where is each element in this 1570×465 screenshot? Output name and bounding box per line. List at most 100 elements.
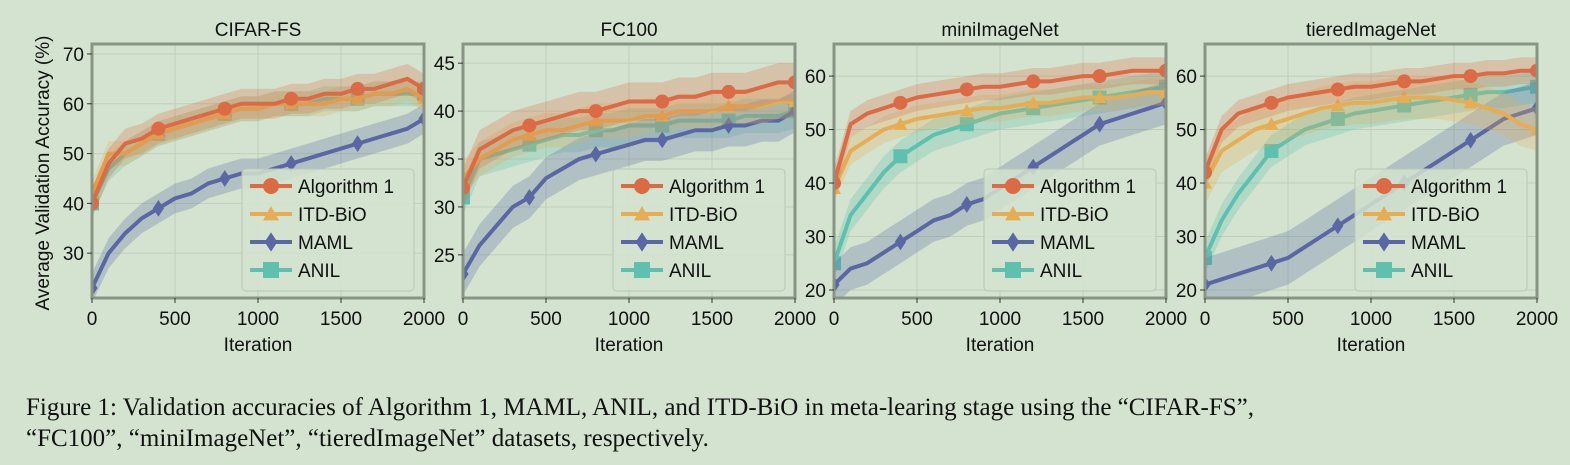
confidence-band bbox=[1205, 57, 1537, 186]
data-point-marker bbox=[788, 94, 795, 108]
y-tick-label: 70 bbox=[63, 45, 84, 66]
x-tick-label: 2000 bbox=[1516, 309, 1558, 330]
y-axis-label: Average Validation Accuracy (%) bbox=[33, 36, 54, 311]
y-tick-label: 40 bbox=[434, 102, 455, 123]
data-point-marker bbox=[1330, 82, 1345, 97]
y-tick-label: 35 bbox=[434, 150, 455, 171]
data-point-marker bbox=[522, 118, 537, 133]
confidence-band bbox=[463, 93, 795, 215]
confidence-band bbox=[834, 57, 1166, 197]
legend-swatch-marker bbox=[635, 232, 649, 252]
y-tick-label: 30 bbox=[805, 228, 826, 249]
x-axis-label: Iteration bbox=[1337, 335, 1406, 356]
legend-swatch-marker bbox=[1005, 206, 1021, 221]
panel-title: tieredImageNet bbox=[1306, 20, 1437, 41]
confidence-band bbox=[92, 76, 424, 206]
legend-swatch-marker bbox=[1006, 232, 1020, 252]
legend-label: ITD-BiO bbox=[1411, 205, 1480, 226]
x-tick-label: 1000 bbox=[979, 309, 1021, 330]
x-tick-label: 0 bbox=[1200, 309, 1211, 330]
data-point-marker bbox=[522, 128, 537, 141]
x-tick-label: 2000 bbox=[403, 309, 445, 330]
y-tick-label: 50 bbox=[805, 121, 826, 142]
series-itd-bio bbox=[834, 78, 1166, 202]
legend: Algorithm 1 ITD-BiO MAML ANIL bbox=[1354, 168, 1528, 292]
legend-swatch-marker bbox=[263, 178, 279, 194]
x-axis-label: Iteration bbox=[595, 335, 664, 356]
series-line bbox=[834, 68, 1166, 184]
data-point-marker bbox=[1463, 95, 1478, 109]
confidence-band bbox=[92, 63, 424, 219]
x-axis-label: Iteration bbox=[224, 335, 293, 356]
series-line bbox=[1205, 95, 1537, 184]
confidence-band bbox=[463, 63, 795, 207]
data-point-marker bbox=[1205, 250, 1212, 265]
series-line bbox=[834, 90, 1166, 190]
confidence-band bbox=[834, 78, 1166, 202]
confidence-band bbox=[92, 103, 424, 298]
x-tick-label: 500 bbox=[530, 309, 562, 330]
data-point-marker bbox=[417, 81, 424, 96]
series-line bbox=[92, 76, 424, 205]
data-point-marker bbox=[1264, 117, 1279, 130]
data-point-marker bbox=[1264, 95, 1279, 110]
data-point-marker bbox=[217, 101, 232, 116]
data-point-marker bbox=[1463, 69, 1478, 84]
y-tick-label: 25 bbox=[434, 246, 455, 267]
legend-swatch-marker bbox=[1376, 206, 1392, 221]
data-point-marker bbox=[588, 123, 603, 138]
data-point-marker bbox=[894, 233, 906, 251]
x-tick-label: 1000 bbox=[608, 309, 650, 330]
data-point-marker bbox=[1332, 217, 1344, 235]
series-algorithm-1 bbox=[834, 57, 1166, 197]
figure-caption: Figure 1: Validation accuracies of Algor… bbox=[26, 392, 1546, 454]
data-point-marker bbox=[788, 75, 795, 90]
confidence-band bbox=[463, 90, 795, 296]
data-point-marker bbox=[1205, 176, 1212, 189]
data-point-marker bbox=[655, 118, 670, 133]
y-tick-label: 60 bbox=[805, 67, 826, 88]
data-point-marker bbox=[1463, 87, 1478, 102]
data-point-marker bbox=[1330, 98, 1345, 112]
x-tick-label: 500 bbox=[1272, 309, 1304, 330]
data-point-marker bbox=[284, 91, 299, 106]
legend-swatch-marker bbox=[1376, 178, 1392, 194]
data-point-marker bbox=[463, 190, 470, 205]
data-point-marker bbox=[151, 121, 166, 136]
legend-box bbox=[241, 168, 415, 292]
data-point-marker bbox=[92, 196, 99, 211]
legend-swatch-marker bbox=[264, 232, 278, 252]
y-tick-label: 45 bbox=[434, 54, 455, 75]
x-tick-label: 0 bbox=[829, 309, 840, 330]
legend-label: ANIL bbox=[298, 261, 340, 282]
data-point-marker bbox=[1159, 63, 1166, 78]
data-point-marker bbox=[350, 91, 365, 105]
data-point-marker bbox=[1094, 115, 1106, 133]
x-tick-label: 1500 bbox=[1062, 309, 1104, 330]
plot-area bbox=[92, 63, 424, 298]
data-point-marker bbox=[723, 117, 735, 134]
data-point-marker bbox=[1026, 74, 1041, 89]
legend-label: Algorithm 1 bbox=[1040, 177, 1136, 198]
confidence-band bbox=[1205, 76, 1537, 205]
legend: Algorithm 1 ITD-BiO MAML ANIL bbox=[983, 168, 1157, 292]
y-tick-label: 40 bbox=[805, 174, 826, 195]
x-axis-label: Iteration bbox=[966, 335, 1035, 356]
x-tick-label: 500 bbox=[159, 309, 191, 330]
data-point-marker bbox=[834, 176, 841, 191]
x-tick-label: 0 bbox=[458, 309, 469, 330]
legend-swatch-marker bbox=[634, 206, 650, 221]
series-line bbox=[463, 80, 795, 189]
data-point-marker bbox=[1530, 79, 1537, 94]
x-tick-label: 1000 bbox=[237, 309, 279, 330]
data-point-marker bbox=[1265, 254, 1277, 272]
y-tick-label: 20 bbox=[805, 281, 826, 302]
legend-swatch-marker bbox=[634, 262, 650, 278]
data-point-marker bbox=[893, 149, 908, 164]
series-line bbox=[463, 99, 795, 180]
data-point-marker bbox=[834, 256, 841, 271]
series-line bbox=[1205, 68, 1537, 174]
series-algorithm-1 bbox=[1205, 57, 1537, 186]
data-point-marker bbox=[1397, 74, 1412, 89]
data-point-marker bbox=[1205, 165, 1212, 180]
